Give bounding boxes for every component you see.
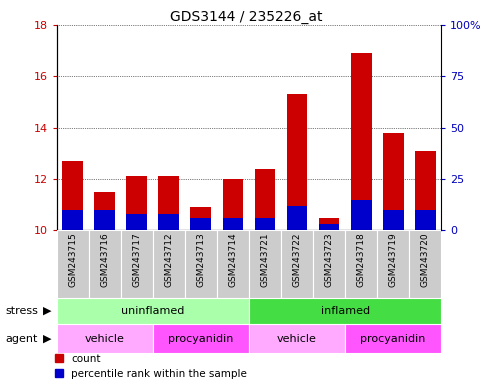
Text: GSM243714: GSM243714: [228, 232, 238, 287]
Bar: [351, 53, 372, 230]
Text: GSM243715: GSM243715: [68, 232, 77, 287]
Bar: [126, 177, 147, 230]
Bar: [89, 230, 121, 298]
Bar: [94, 210, 115, 230]
Bar: [383, 133, 404, 230]
Bar: [153, 324, 249, 353]
Bar: [318, 218, 340, 230]
Bar: [57, 298, 249, 324]
Bar: [351, 200, 372, 230]
Bar: [94, 192, 115, 230]
Bar: [409, 230, 441, 298]
Bar: [62, 210, 83, 230]
Bar: [126, 214, 147, 230]
Bar: [377, 230, 409, 298]
Text: vehicle: vehicle: [85, 334, 125, 344]
Text: GSM243720: GSM243720: [421, 232, 430, 287]
Bar: [345, 324, 441, 353]
Text: GSM243716: GSM243716: [100, 232, 109, 287]
Bar: [153, 230, 185, 298]
Text: uninflamed: uninflamed: [121, 306, 184, 316]
Bar: [121, 230, 153, 298]
Bar: [185, 230, 217, 298]
Bar: [249, 230, 281, 298]
Bar: [217, 230, 249, 298]
Bar: [222, 179, 244, 230]
Text: GDS3144 / 235226_at: GDS3144 / 235226_at: [170, 10, 323, 23]
Text: ▶: ▶: [42, 306, 51, 316]
Text: GSM243713: GSM243713: [196, 232, 206, 287]
Text: inflamed: inflamed: [320, 306, 370, 316]
Text: GSM243723: GSM243723: [324, 232, 334, 287]
Bar: [345, 230, 377, 298]
Text: GSM243717: GSM243717: [132, 232, 141, 287]
Bar: [222, 218, 244, 230]
Bar: [281, 230, 313, 298]
Bar: [62, 161, 83, 230]
Bar: [190, 218, 211, 230]
Text: GSM243718: GSM243718: [356, 232, 366, 287]
Text: ▶: ▶: [42, 334, 51, 344]
Bar: [415, 210, 436, 230]
Bar: [190, 207, 211, 230]
Bar: [254, 218, 276, 230]
Text: vehicle: vehicle: [277, 334, 317, 344]
Bar: [158, 214, 179, 230]
Text: procyanidin: procyanidin: [360, 334, 426, 344]
Bar: [249, 324, 345, 353]
Bar: [383, 210, 404, 230]
Legend: count, percentile rank within the sample: count, percentile rank within the sample: [55, 354, 247, 379]
Bar: [313, 230, 345, 298]
Text: GSM243712: GSM243712: [164, 232, 174, 287]
Bar: [318, 224, 340, 230]
Bar: [57, 230, 89, 298]
Bar: [254, 169, 276, 230]
Text: GSM243722: GSM243722: [292, 232, 302, 287]
Text: GSM243721: GSM243721: [260, 232, 270, 287]
Text: procyanidin: procyanidin: [168, 334, 234, 344]
Bar: [158, 177, 179, 230]
Bar: [286, 94, 308, 230]
Bar: [249, 298, 441, 324]
Text: GSM243719: GSM243719: [388, 232, 398, 287]
Bar: [286, 206, 308, 230]
Text: stress: stress: [5, 306, 38, 316]
Text: agent: agent: [5, 334, 37, 344]
Bar: [57, 324, 153, 353]
Bar: [415, 151, 436, 230]
